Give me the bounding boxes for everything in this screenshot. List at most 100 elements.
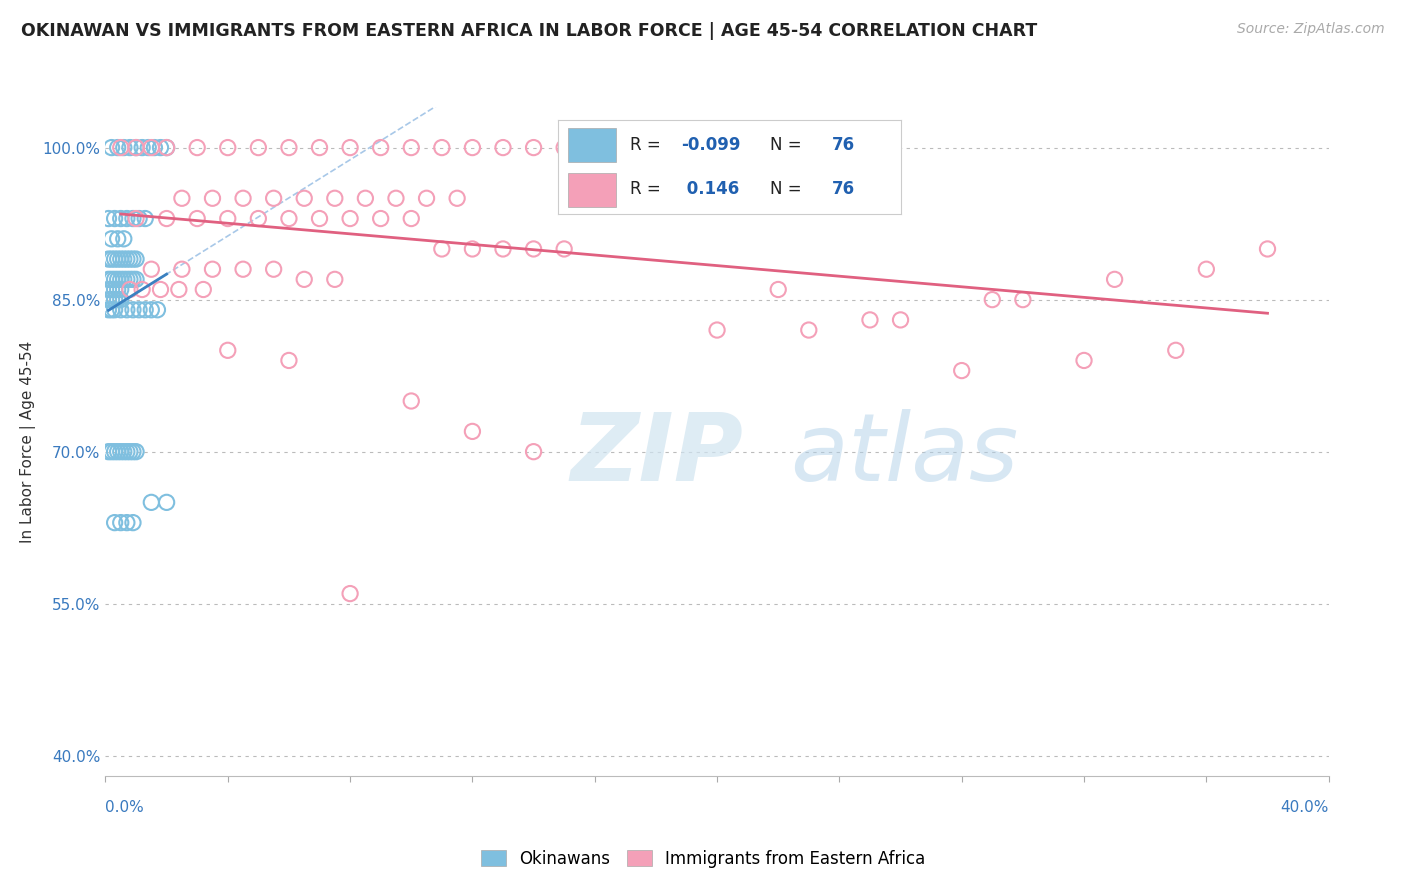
Point [100, 444, 122, 458]
Text: OKINAWAN VS IMMIGRANTS FROM EASTERN AFRICA IN LABOR FORCE | AGE 45-54 CORRELATIO: OKINAWAN VS IMMIGRANTS FROM EASTERN AFRI… [21, 22, 1038, 40]
Point [278, 211, 301, 226]
Point [706, 323, 728, 337]
Point [100, 252, 122, 266]
Point [122, 211, 145, 226]
Point [247, 140, 270, 154]
Point [110, 211, 132, 226]
Point [128, 302, 150, 317]
Point [339, 140, 361, 154]
Point [186, 140, 208, 154]
Text: ZIP: ZIP [571, 409, 744, 501]
Point [232, 191, 254, 205]
Point [1012, 293, 1035, 307]
Point [122, 444, 145, 458]
Legend: Okinawans, Immigrants from Eastern Africa: Okinawans, Immigrants from Eastern Afric… [474, 844, 932, 875]
Point [104, 252, 127, 266]
Point [136, 140, 159, 154]
Point [167, 283, 190, 297]
Point [122, 272, 145, 286]
Point [112, 444, 135, 458]
Point [97, 272, 120, 286]
Point [115, 272, 138, 286]
Point [583, 140, 606, 154]
Point [125, 140, 148, 154]
Point [97, 211, 120, 226]
Point [122, 302, 145, 317]
Point [97, 293, 120, 307]
Point [247, 211, 270, 226]
Point [186, 211, 208, 226]
Point [97, 252, 120, 266]
Point [492, 140, 515, 154]
Point [107, 293, 129, 307]
Point [217, 343, 239, 358]
Point [415, 191, 437, 205]
Point [981, 293, 1004, 307]
Point [339, 586, 361, 600]
Point [553, 140, 575, 154]
Point [193, 283, 215, 297]
Point [110, 444, 132, 458]
Point [110, 140, 132, 154]
Point [112, 252, 135, 266]
Text: Source: ZipAtlas.com: Source: ZipAtlas.com [1237, 22, 1385, 37]
Point [492, 242, 515, 256]
Point [134, 302, 156, 317]
Point [155, 211, 177, 226]
Point [100, 302, 122, 317]
Point [134, 211, 156, 226]
Point [125, 272, 148, 286]
Point [97, 444, 120, 458]
Point [155, 495, 177, 509]
Point [104, 293, 127, 307]
Point [768, 283, 790, 297]
Point [523, 242, 546, 256]
Point [97, 302, 120, 317]
Point [370, 211, 392, 226]
Point [118, 272, 141, 286]
Point [399, 211, 422, 226]
Point [100, 293, 122, 307]
Point [100, 140, 122, 154]
Point [1104, 272, 1126, 286]
Point [399, 394, 422, 409]
Point [125, 444, 148, 458]
Point [278, 140, 301, 154]
Point [107, 140, 129, 154]
Point [115, 252, 138, 266]
Point [107, 272, 129, 286]
Point [1073, 353, 1095, 368]
Point [308, 140, 330, 154]
Point [201, 191, 224, 205]
Point [278, 353, 301, 368]
Point [97, 283, 120, 297]
Point [100, 272, 122, 286]
Point [128, 211, 150, 226]
Point [112, 272, 135, 286]
Point [118, 283, 141, 297]
Point [201, 262, 224, 277]
Point [118, 444, 141, 458]
Point [141, 140, 163, 154]
Point [430, 242, 453, 256]
Point [110, 302, 132, 317]
Point [125, 252, 148, 266]
Point [110, 516, 132, 530]
Point [141, 302, 163, 317]
Point [523, 140, 546, 154]
Point [107, 444, 129, 458]
Point [370, 140, 392, 154]
Point [100, 232, 122, 246]
Point [131, 283, 153, 297]
Point [323, 191, 346, 205]
Point [170, 262, 193, 277]
Point [553, 242, 575, 256]
Point [141, 495, 163, 509]
Point [155, 140, 177, 154]
Point [141, 262, 163, 277]
Point [461, 425, 484, 439]
Point [107, 283, 129, 297]
Point [644, 140, 668, 154]
Point [523, 444, 546, 458]
Point [146, 302, 169, 317]
